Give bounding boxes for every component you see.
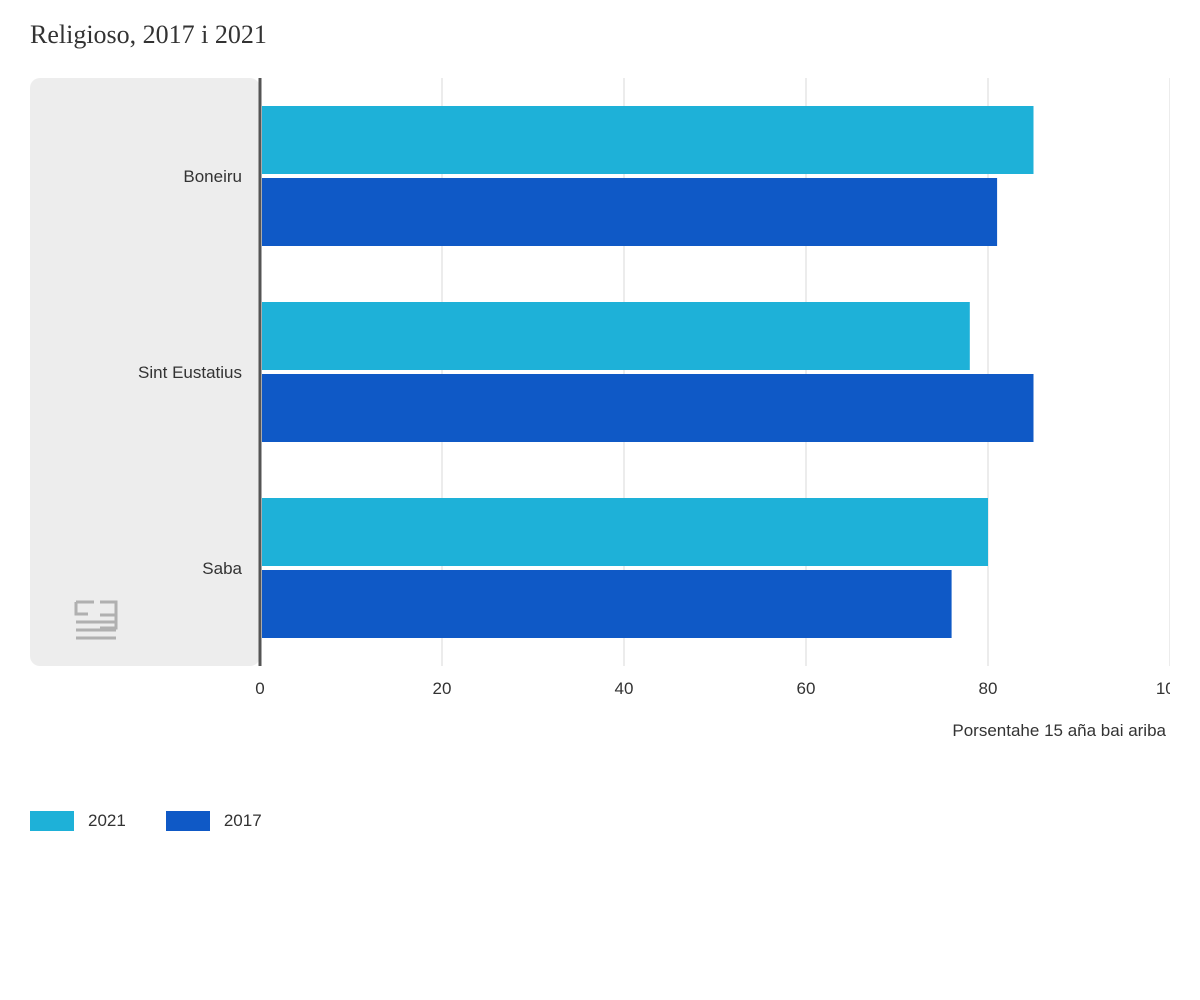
x-tick-label: 100 (1156, 679, 1170, 698)
legend: 2021 2017 (30, 811, 1170, 831)
category-label: Saba (202, 559, 242, 578)
chart-title: Religioso, 2017 i 2021 (30, 20, 1170, 50)
bar (262, 570, 952, 638)
x-axis-title: Porsentahe 15 aña bai ariba (952, 721, 1166, 740)
bar (262, 374, 1034, 442)
category-label: Sint Eustatius (138, 363, 242, 382)
x-tick-label: 0 (255, 679, 264, 698)
x-tick-label: 20 (433, 679, 452, 698)
x-tick-label: 60 (797, 679, 816, 698)
chart-container: 0 20 40 60 80 100 Boneiru Sint Eustatius Saba Por… (30, 78, 1170, 751)
bar (262, 106, 1034, 174)
chart-svg: 0 20 40 60 80 100 Boneiru Sint Eustatius Saba Por… (30, 78, 1170, 751)
legend-swatch (166, 811, 210, 831)
bar (262, 178, 997, 246)
legend-label: 2017 (224, 811, 262, 831)
legend-item: 2021 (30, 811, 126, 831)
category-label: Boneiru (183, 167, 242, 186)
legend-swatch (30, 811, 74, 831)
legend-item: 2017 (166, 811, 262, 831)
bar (262, 498, 988, 566)
x-tick-label: 40 (615, 679, 634, 698)
legend-label: 2021 (88, 811, 126, 831)
bar (262, 302, 970, 370)
x-tick-label: 80 (979, 679, 998, 698)
